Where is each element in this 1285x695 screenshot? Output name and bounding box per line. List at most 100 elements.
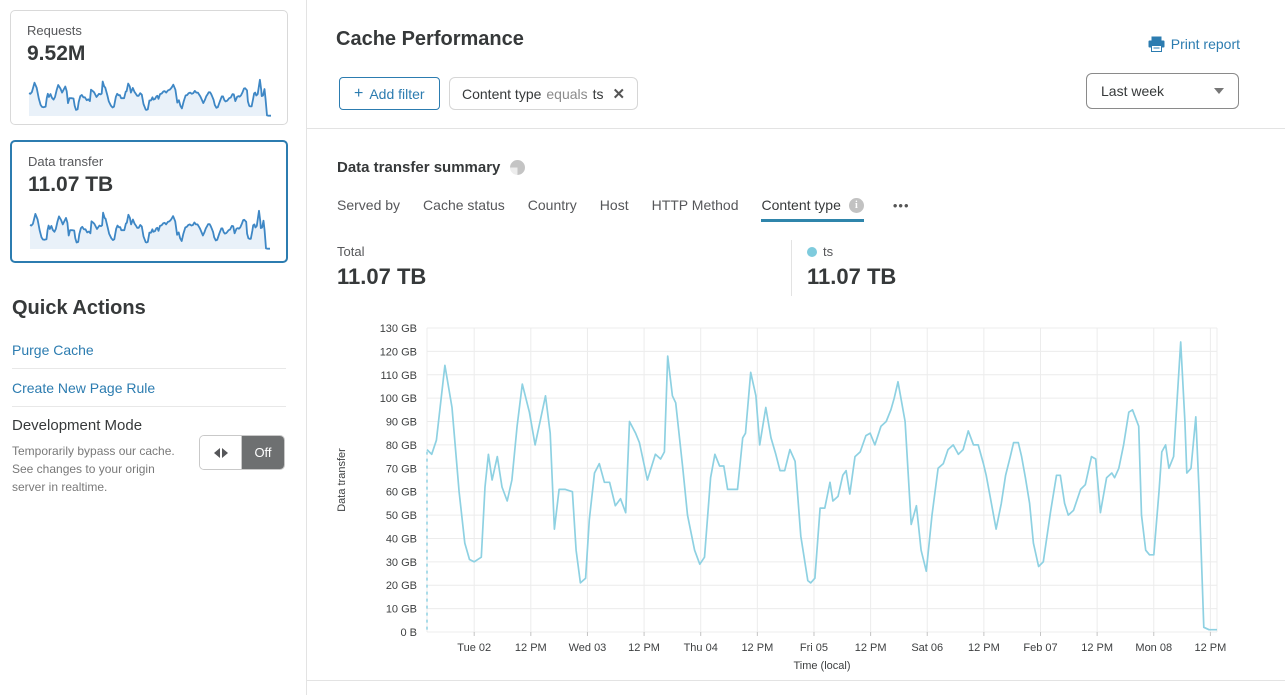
series-line-ts — [426, 341, 1217, 631]
chart-text: 20 GB — [386, 580, 417, 592]
chart-text: 0 B — [400, 627, 417, 639]
chart-text: 12 PM — [1194, 642, 1226, 654]
chart-text: 80 GB — [386, 440, 417, 452]
chart-text: 12 PM — [968, 642, 1000, 654]
print-report-button[interactable]: Print report — [1148, 36, 1240, 52]
chart-text: Feb 07 — [1023, 642, 1057, 654]
legend-label: ts — [823, 244, 834, 259]
divider — [12, 368, 286, 369]
chart-text: Mon 08 — [1135, 642, 1172, 654]
chart-text: 50 GB — [386, 510, 417, 522]
tab-label: Country — [527, 197, 577, 213]
chevron-down-icon — [1214, 88, 1224, 94]
info-icon[interactable]: i — [848, 197, 864, 213]
stat-divider — [791, 240, 792, 296]
legend-value: 11.07 TB — [807, 264, 897, 289]
tab-http-method[interactable]: HTTP Method — [652, 197, 739, 222]
chart-text: 12 PM — [1081, 642, 1113, 654]
create-new-page-rule-link[interactable]: Create New Page Rule — [12, 380, 156, 396]
chart-text: 70 GB — [386, 463, 417, 475]
chart-text: 40 GB — [386, 533, 417, 545]
plus-icon: + — [354, 84, 364, 102]
chart-text: 10 GB — [386, 604, 417, 616]
chart-text: 110 GB — [381, 370, 418, 382]
chart-text: 12 PM — [855, 642, 887, 654]
section-divider — [307, 128, 1285, 129]
chart-text: Sat 06 — [911, 642, 943, 654]
chart-text: 12 PM — [515, 642, 547, 654]
metric-card-label: Requests — [27, 23, 82, 38]
sparkline-area — [30, 210, 270, 249]
print-report-label: Print report — [1170, 36, 1240, 52]
chart-text: Wed 03 — [569, 642, 607, 654]
requests-sparkline-chart — [28, 78, 271, 117]
development-mode-title: Development Mode — [12, 417, 143, 434]
toggle-arrows-icon — [200, 436, 242, 469]
sparkline-line — [28, 78, 271, 117]
toggle-off-label: Off — [242, 436, 284, 469]
more-dimensions-icon[interactable]: ••• — [892, 197, 910, 213]
chart-text: Data transfer — [336, 448, 348, 512]
tab-host[interactable]: Host — [600, 197, 629, 222]
legend-item-ts[interactable]: ts — [807, 244, 833, 259]
add-filter-label: Add filter — [369, 85, 425, 102]
metric-card-data-transfer[interactable]: Data transfer 11.07 TB — [10, 140, 288, 263]
section-divider — [307, 680, 1285, 681]
filter-value: ts — [592, 85, 604, 102]
total-value: 11.07 TB — [337, 264, 427, 289]
tab-content-type[interactable]: Content type i — [761, 197, 865, 222]
date-range-select[interactable]: Last week — [1086, 73, 1239, 109]
dimension-tabs: Served by Cache status Country Host HTTP Met… — [337, 197, 910, 222]
tab-served-by[interactable]: Served by — [337, 197, 400, 222]
chart-text: 60 GB — [386, 487, 417, 499]
total-label: Total — [337, 244, 365, 259]
divider — [12, 406, 286, 407]
summary-title-row: Data transfer summary — [337, 159, 526, 176]
quick-actions-title: Quick Actions — [12, 297, 146, 319]
filter-remove-icon[interactable]: ✕ — [612, 85, 626, 103]
tab-cache-status[interactable]: Cache status — [423, 197, 505, 222]
development-mode-description: Temporarily bypass our cache. See change… — [12, 444, 175, 494]
purge-cache-link[interactable]: Purge Cache — [12, 342, 94, 358]
metric-card-requests[interactable]: Requests 9.52M — [10, 10, 288, 125]
tab-label: Host — [599, 197, 629, 213]
chart-text: 130 GB — [380, 323, 417, 335]
data-transfer-sparkline-chart — [29, 209, 270, 250]
filter-field: Content type — [462, 85, 542, 102]
add-filter-button[interactable]: + Add filter — [339, 77, 440, 110]
chart-text: 30 GB — [386, 557, 417, 569]
summary-title: Data transfer summary — [337, 159, 501, 176]
tab-label: Content type — [761, 197, 841, 213]
tab-label: HTTP Method — [651, 197, 739, 213]
filter-chip-content-type[interactable]: Content type equals ts ✕ — [449, 77, 639, 110]
sidebar-main-divider — [306, 0, 307, 695]
sparkline-line — [29, 209, 270, 250]
sidebar: Requests 9.52M Data transfer 11.07 TB Qu… — [0, 0, 306, 695]
tab-label: Cache status — [423, 197, 505, 213]
chart-text: Thu 04 — [684, 642, 718, 654]
page-title: Cache Performance — [336, 28, 524, 50]
chart-text: Fri 05 — [800, 642, 828, 654]
metric-card-label: Data transfer — [28, 154, 104, 169]
chart-text: 90 GB — [386, 417, 417, 429]
chart-text: Tue 02 — [457, 642, 491, 654]
line-chart-svg: 0 B 10 GB 20 GB 30 GB 40 GB 50 GB 60 GB 70 GB 80… — [336, 323, 1226, 672]
legend-dot-icon — [807, 246, 817, 257]
date-range-value: Last week — [1101, 83, 1165, 99]
development-mode-toggle[interactable]: Off — [199, 435, 285, 470]
sparkline-area — [29, 79, 271, 116]
tab-country[interactable]: Country — [528, 197, 577, 222]
chart-text: 12 PM — [628, 642, 660, 654]
chart-text: 12 PM — [741, 642, 773, 654]
chart-text: 120 GB — [380, 346, 417, 358]
metric-card-value: 11.07 TB — [28, 173, 114, 196]
main-panel: Cache Performance Print report + Add fil… — [307, 0, 1285, 695]
printer-icon — [1148, 36, 1165, 52]
tab-label: Served by — [337, 197, 401, 213]
pie-chart-icon — [510, 160, 526, 175]
chart-text: 100 GB — [380, 393, 417, 405]
chart-text: Time (local) — [793, 660, 850, 672]
data-transfer-chart: 0 B 10 GB 20 GB 30 GB 40 GB 50 GB 60 GB 70 GB 80… — [331, 318, 1231, 683]
metric-card-value: 9.52M — [27, 42, 86, 65]
filter-operator: equals — [546, 85, 588, 102]
